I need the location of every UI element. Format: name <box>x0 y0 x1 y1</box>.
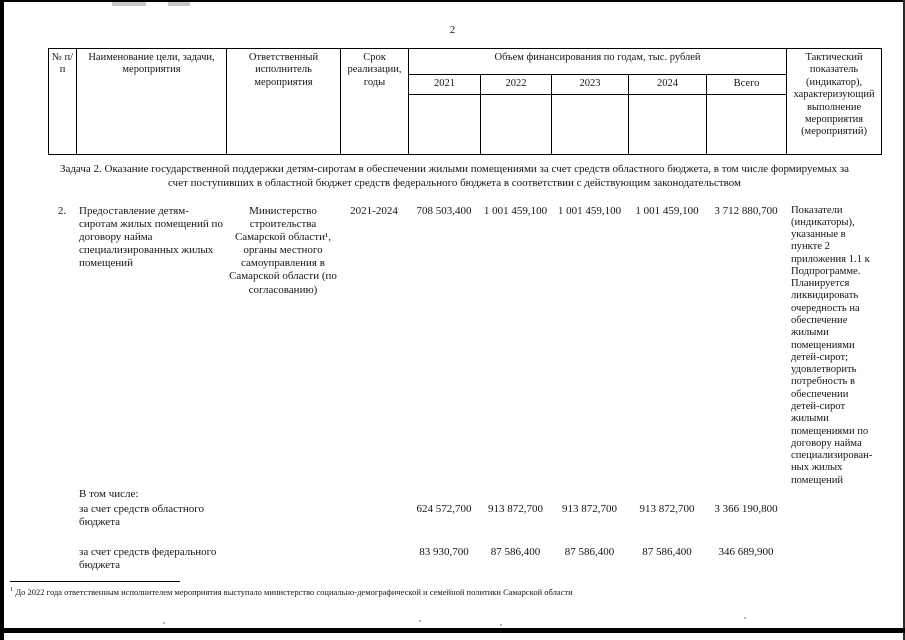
col-header-executor: Ответственный исполнитель мероприятия <box>226 48 341 155</box>
value-total: 3 712 880,700 <box>714 204 778 217</box>
value-2023: 1 001 459,100 <box>557 204 622 217</box>
implementation-term: 2021-2024 <box>350 204 398 217</box>
scan-artifact <box>112 2 146 6</box>
table-row-breakdown-intro: В том числе: <box>48 488 881 502</box>
col-header-year-2022: 2022 <box>480 74 552 95</box>
page-number: 2 <box>449 24 456 36</box>
empty-cell <box>48 544 76 573</box>
regional-value-2023: 913 872,700 <box>562 502 617 515</box>
row-number: 2. <box>57 204 67 217</box>
empty-cell <box>48 502 76 544</box>
scan-artifact-dot <box>419 620 421 622</box>
col-header-year-2021: 2021 <box>408 74 481 95</box>
footnote-separator <box>10 581 180 582</box>
col-header-year-2023: 2023 <box>551 74 629 95</box>
col-header-term: Срок реализации, годы <box>340 48 409 155</box>
federal-value-total: 346 689,900 <box>718 545 774 558</box>
page-border-left <box>0 0 4 640</box>
federal-value-2024: 87 586,400 <box>642 545 692 558</box>
value-2022: 1 001 459,100 <box>483 204 548 217</box>
federal-value-2023: 87 586,400 <box>564 545 615 558</box>
col-header-year-2024: 2024 <box>628 74 707 95</box>
regional-value-total: 3 366 190,800 <box>714 502 778 515</box>
value-2024: 1 001 459,100 <box>635 204 699 217</box>
empty-cell <box>408 94 481 155</box>
task-2-heading: Задача 2. Оказание государственной подде… <box>59 163 850 189</box>
footnote-text: До 2022 года ответственным исполнителем … <box>15 586 573 597</box>
col-header-name: Наименование цели, задачи, мероприятия <box>76 48 227 155</box>
value-2021: 708 503,400 <box>416 204 472 217</box>
regional-value-2024: 913 872,700 <box>639 502 695 515</box>
table-row-federal-budget: за счет средств федерального бюджета 83 … <box>48 544 881 573</box>
responsible-executor: Министерство строительства Самарской обл… <box>229 204 337 296</box>
scan-artifact <box>168 2 190 6</box>
federal-budget-label: за счет средств федерального бюджета <box>79 545 217 572</box>
empty-cell <box>226 502 340 544</box>
financing-table-header: № п/п Наименование цели, задачи, меропри… <box>48 48 883 155</box>
empty-cell <box>226 488 881 502</box>
page-border-right <box>903 0 905 640</box>
table-row-measure: 2. Предоставление детям-сиротам жилых по… <box>48 204 881 488</box>
page-border-top <box>0 0 905 2</box>
regional-value-2022: 913 872,700 <box>488 502 543 515</box>
col-header-total: Всего <box>705 74 788 95</box>
breakdown-intro: В том числе: <box>79 487 139 500</box>
tactical-indicator-text: Показатели (индикаторы), указанные в пун… <box>791 204 873 486</box>
empty-cell <box>226 544 340 573</box>
empty-cell <box>340 544 408 573</box>
empty-cell <box>628 94 707 155</box>
empty-cell <box>340 502 408 544</box>
col-header-indicator: Тактический показатель (индикатор), хара… <box>786 48 883 155</box>
footnote: 1 До 2022 года ответственным исполнителе… <box>10 581 850 597</box>
table-row-regional-budget: за счет средств областного бюджета 624 5… <box>48 502 881 544</box>
regional-budget-label: за счет средств областного бюджета <box>79 502 204 529</box>
footnote-line: 1 До 2022 года ответственным исполнителе… <box>10 586 850 597</box>
empty-cell <box>786 544 881 573</box>
col-header-financing: Объем финансирования по годам, тыс. рубл… <box>407 48 788 75</box>
empty-cell <box>786 502 881 544</box>
empty-cell <box>551 94 629 155</box>
scan-artifact-dot <box>744 617 746 619</box>
empty-cell <box>48 488 76 502</box>
federal-value-2021: 83 930,700 <box>419 545 469 558</box>
document-content: № п/п Наименование цели, задачи, меропри… <box>48 48 883 574</box>
scan-artifact-dot <box>500 624 502 626</box>
page-border-bottom <box>0 628 905 633</box>
measure-name: Предоставление детям-сиротам жилых помещ… <box>79 204 223 270</box>
empty-cell <box>480 94 552 155</box>
federal-value-2022: 87 586,400 <box>490 545 541 558</box>
footnote-marker: 1 <box>10 586 14 593</box>
col-header-num: № п/п <box>48 48 77 155</box>
empty-cell <box>705 94 788 155</box>
regional-value-2021: 624 572,700 <box>416 502 472 515</box>
financing-table-body: 2. Предоставление детям-сиротам жилых по… <box>48 204 881 574</box>
scan-artifact-dot <box>163 622 165 624</box>
